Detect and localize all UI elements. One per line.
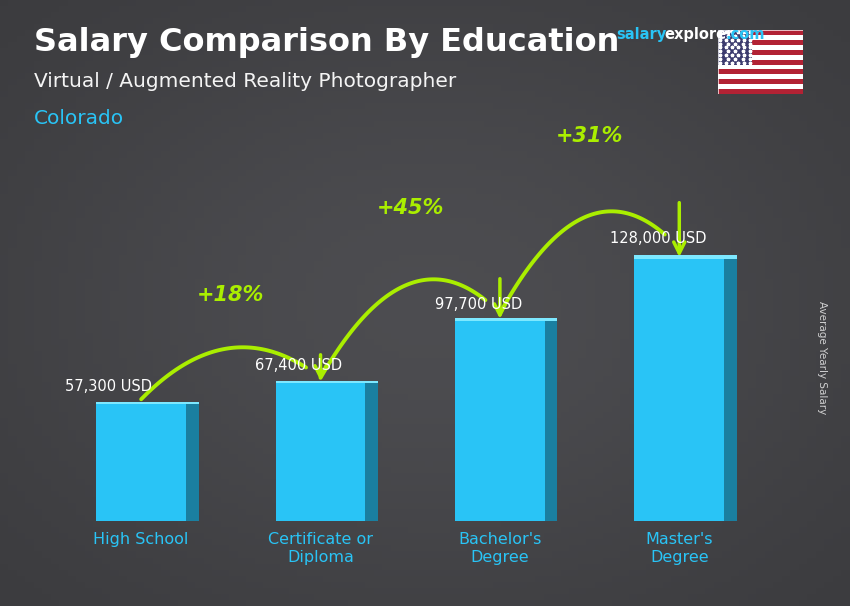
Bar	[545, 321, 558, 521]
Bar	[718, 79, 803, 84]
Bar	[718, 40, 803, 45]
Bar	[718, 55, 803, 59]
Bar	[718, 89, 803, 94]
Bar	[724, 259, 737, 521]
Text: +45%: +45%	[377, 198, 444, 218]
Text: +31%: +31%	[556, 125, 623, 145]
Bar	[634, 259, 724, 521]
Bar	[718, 30, 752, 65]
Bar	[718, 50, 803, 55]
Bar	[186, 404, 199, 521]
Text: Colorado: Colorado	[34, 109, 124, 128]
Bar	[718, 30, 803, 35]
Bar	[718, 45, 803, 50]
Bar	[718, 59, 803, 65]
Bar	[275, 381, 378, 384]
Bar	[718, 84, 803, 89]
Text: salary: salary	[616, 27, 666, 42]
Text: 97,700 USD: 97,700 USD	[434, 296, 522, 311]
Bar	[718, 75, 803, 79]
Bar	[718, 35, 803, 40]
Bar	[96, 402, 199, 404]
Bar	[275, 384, 366, 521]
Bar	[718, 70, 803, 75]
Text: 57,300 USD: 57,300 USD	[65, 379, 152, 394]
Bar	[634, 256, 737, 259]
Text: Average Yearly Salary: Average Yearly Salary	[817, 301, 827, 414]
Text: Salary Comparison By Education: Salary Comparison By Education	[34, 27, 620, 58]
Bar	[455, 318, 558, 321]
Bar	[718, 65, 803, 70]
Text: 128,000 USD: 128,000 USD	[609, 231, 706, 246]
Text: Virtual / Augmented Reality Photographer: Virtual / Augmented Reality Photographer	[34, 72, 456, 90]
Bar	[366, 384, 378, 521]
Bar	[455, 321, 545, 521]
Bar	[96, 404, 186, 521]
Text: explorer: explorer	[665, 27, 734, 42]
Text: .com: .com	[725, 27, 764, 42]
Text: 67,400 USD: 67,400 USD	[256, 359, 343, 373]
Text: +18%: +18%	[197, 285, 264, 305]
